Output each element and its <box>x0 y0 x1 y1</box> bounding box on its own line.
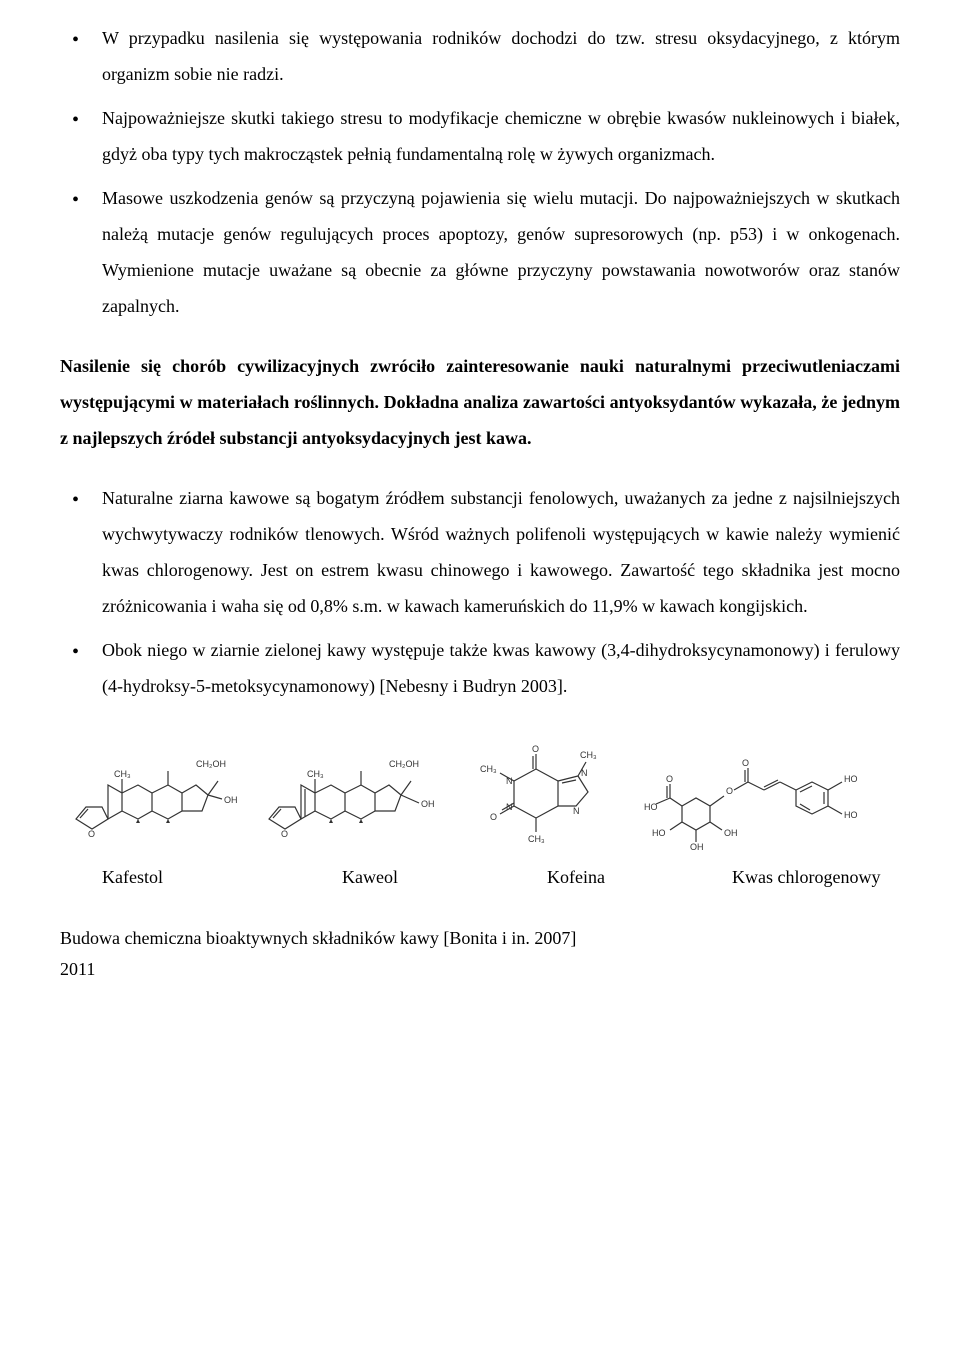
svg-text:HO: HO <box>652 828 666 838</box>
svg-text:OH: OH <box>421 799 435 809</box>
svg-text:CH₃: CH₃ <box>480 764 497 774</box>
svg-text:CH₃: CH₃ <box>307 769 324 779</box>
svg-text:CH₂OH: CH₂OH <box>196 759 226 769</box>
label-kwas: Kwas chlorogenowy <box>732 863 900 892</box>
svg-text:O: O <box>281 829 288 839</box>
list-item: Najpoważniejsze skutki takiego stresu to… <box>60 100 900 172</box>
svg-text:OH: OH <box>724 828 738 838</box>
molecule-labels-row: Kafestol Kaweol Kofeina Kwas chlorogenow… <box>60 863 900 892</box>
svg-text:O: O <box>666 774 673 784</box>
svg-text:CH₃: CH₃ <box>528 834 545 844</box>
label-kofeina: Kofeina <box>547 863 732 892</box>
molecule-kafestol: O CH₃ CH₂OH OH <box>68 741 243 851</box>
svg-text:O: O <box>490 812 497 822</box>
label-kafestol: Kafestol <box>102 863 342 892</box>
svg-text:OH: OH <box>224 795 238 805</box>
figure-caption: Budowa chemiczna bioaktywnych składników… <box>60 924 900 953</box>
molecules-row: O CH₃ CH₂OH OH <box>60 736 900 851</box>
molecule-kofeina: N N N N O O CH₃ CH₃ CH₃ <box>464 736 624 851</box>
list-item: Masowe uszkodzenia genów są przyczyną po… <box>60 180 900 324</box>
bold-paragraph: Nasilenie się chorób cywilizacyjnych zwr… <box>60 348 900 456</box>
bullet-list-2: Naturalne ziarna kawowe są bogatym źródł… <box>60 480 900 704</box>
svg-text:CH₂OH: CH₂OH <box>389 759 419 769</box>
bullet-list-1: W przypadku nasilenia się występowania r… <box>60 20 900 324</box>
svg-text:HO: HO <box>844 810 858 820</box>
list-item: W przypadku nasilenia się występowania r… <box>60 20 900 92</box>
svg-text:N: N <box>573 806 580 816</box>
molecule-kaweol: O CH₃ CH₂OH OH <box>261 741 446 851</box>
label-kaweol: Kaweol <box>342 863 547 892</box>
svg-text:O: O <box>742 758 749 768</box>
year-text: 2011 <box>60 955 900 984</box>
svg-text:O: O <box>532 744 539 754</box>
svg-text:O: O <box>88 829 95 839</box>
svg-text:CH₃: CH₃ <box>114 769 131 779</box>
list-item: Obok niego w ziarnie zielonej kawy wystę… <box>60 632 900 704</box>
svg-text:HO: HO <box>644 802 658 812</box>
svg-text:OH: OH <box>690 842 704 851</box>
svg-text:CH₃: CH₃ <box>580 750 597 760</box>
svg-text:HO: HO <box>844 774 858 784</box>
molecule-kwas-chlorogenowy: HO OH OH O HO O O <box>642 736 892 851</box>
list-item: Naturalne ziarna kawowe są bogatym źródł… <box>60 480 900 624</box>
svg-text:O: O <box>726 786 733 796</box>
